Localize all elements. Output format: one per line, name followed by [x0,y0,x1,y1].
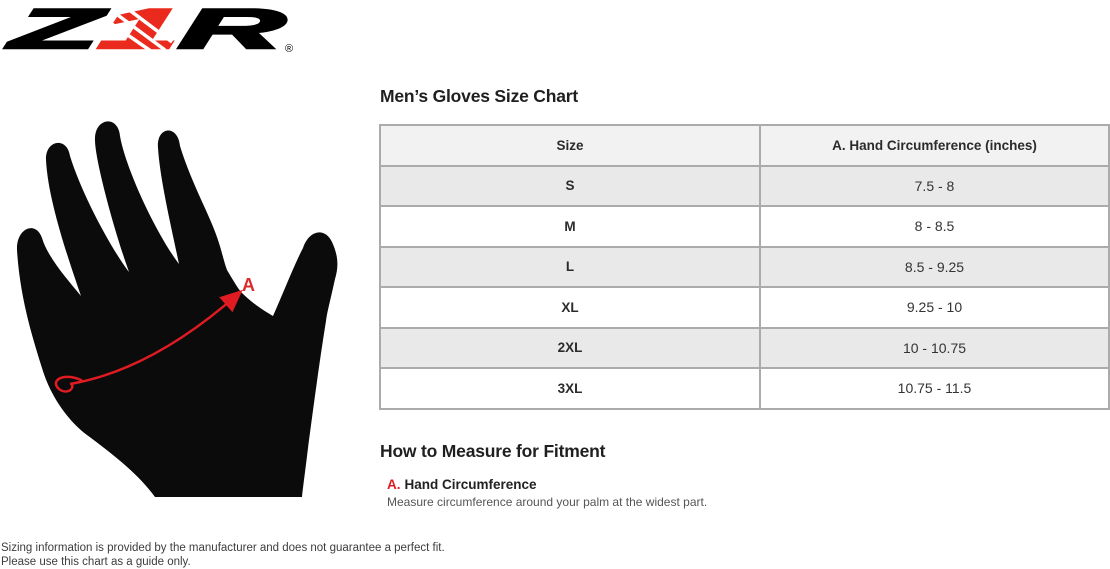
size-cell: L [379,245,761,288]
measurement-arrow-curl [54,375,83,393]
measurement-label-a: A [242,275,255,295]
registered-trademark-symbol: ® [285,43,293,55]
size-cell: 3XL [379,367,761,410]
size-table-row: 2XL 10 - 10.75 [379,326,1110,369]
column-header-size: Size [379,124,761,167]
logo-letter-z: Z [3,2,112,56]
how-to-measure-title: How to Measure for Fitment [380,441,606,461]
size-cell: S [379,164,761,207]
sizing-disclaimer: Sizing information is provided by the ma… [1,541,445,569]
page-title: Men’s Gloves Size Chart [380,86,579,106]
glove-diagram: A [2,100,362,520]
size-cell: 2XL [379,326,761,369]
hand-silhouette [16,121,338,497]
size-cell: XL [379,286,761,329]
circumference-cell: 9.25 - 10 [759,286,1110,329]
logo-letter-r: R [176,2,290,56]
measure-item-description: Measure circumference around your palm a… [387,495,708,509]
column-header-circumference: A. Hand Circumference (inches) [759,124,1110,167]
size-table-row: S 7.5 - 8 [379,164,1110,207]
size-cell: M [379,205,761,248]
size-table-head: Size A. Hand Circumference (inches) [379,124,1110,167]
size-table-header-row: Size A. Hand Circumference (inches) [379,124,1110,167]
measure-item-letter: A. [387,477,401,492]
circumference-cell: 10.75 - 11.5 [759,367,1110,410]
disclaimer-line-1: Sizing information is provided by the ma… [1,542,445,554]
measure-item-heading: A. Hand Circumference [387,477,707,492]
circumference-cell: 8 - 8.5 [759,205,1110,248]
circumference-cell: 8.5 - 9.25 [759,245,1110,288]
size-table-row: L 8.5 - 9.25 [379,245,1110,288]
circumference-cell: 7.5 - 8 [759,164,1110,207]
disclaimer-line-2: Please use this chart as a guide only. [1,556,191,568]
logo-speed-lines-icon [105,4,174,58]
circumference-cell: 10 - 10.75 [759,326,1110,369]
logo-letter-one: 1 [96,2,185,56]
measurement-arrow [69,289,243,386]
measure-item-label: Hand Circumference [404,477,537,492]
glove-diagram-graphic: A [16,121,338,497]
size-table: Size A. Hand Circumference (inches) S 7.5… [379,124,1110,410]
size-table-row: 3XL 10.75 - 11.5 [379,367,1110,410]
measure-item-hand-circumference: A. Hand Circumference Measure circumferen… [387,477,707,509]
size-table-row: XL 9.25 - 10 [379,286,1110,329]
